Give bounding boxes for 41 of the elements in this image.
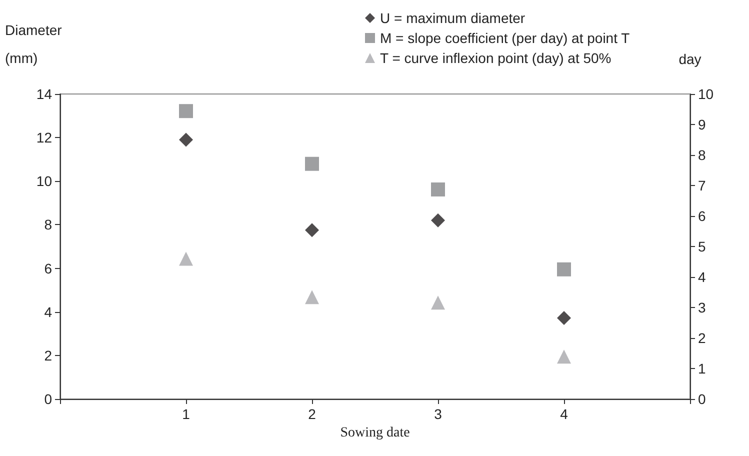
point [557, 350, 571, 364]
y-tick-label: 6 [44, 260, 52, 276]
point [305, 223, 319, 238]
point [431, 213, 445, 228]
y-tick-label: 2 [44, 347, 52, 364]
y2-tick-label: 9 [698, 116, 706, 132]
y2-tick-label: 2 [698, 330, 706, 346]
y-tick-label: 14 [36, 86, 52, 102]
legend-label: M = slope coefficient (per day) at point T [380, 30, 630, 46]
y-tick-label: 4 [44, 304, 52, 320]
point [179, 132, 193, 147]
x-axis-title: Sowing date [340, 425, 410, 440]
y2-tick-label: 4 [698, 269, 706, 285]
x-tick-label: 4 [560, 406, 568, 422]
point [557, 262, 571, 276]
legend-label: U = maximum diameter [380, 10, 526, 26]
y-tick-label: 0 [44, 391, 52, 407]
y-tick-label: 10 [36, 173, 52, 190]
point [305, 156, 319, 171]
y2-tick-label: 3 [698, 300, 706, 316]
x-tick-label: 2 [308, 406, 316, 422]
y2-tick-label: 6 [698, 208, 706, 224]
y2-tick-label: 8 [698, 147, 706, 163]
x-tick-label: 1 [182, 406, 190, 422]
point [557, 310, 571, 325]
point [305, 290, 319, 304]
y2-tick-label: 10 [698, 86, 714, 102]
y2-tick-label: 0 [698, 391, 706, 407]
y2-tick-label: 5 [698, 238, 706, 254]
point [431, 296, 445, 310]
legend-label: T = curve inflexion point (day) at 50% [380, 50, 612, 66]
point [431, 182, 445, 196]
y-axis-title: Diameter (mm) [5, 22, 62, 66]
y-tick-label: 12 [36, 130, 52, 146]
y2-tick-label: 1 [698, 360, 706, 376]
y2-tick-label: 7 [698, 178, 706, 194]
y2-axis-title: day [678, 51, 702, 67]
point [179, 252, 193, 266]
point [179, 104, 193, 118]
y-tick-label: 8 [44, 216, 52, 233]
x-tick-label: 3 [434, 406, 442, 422]
